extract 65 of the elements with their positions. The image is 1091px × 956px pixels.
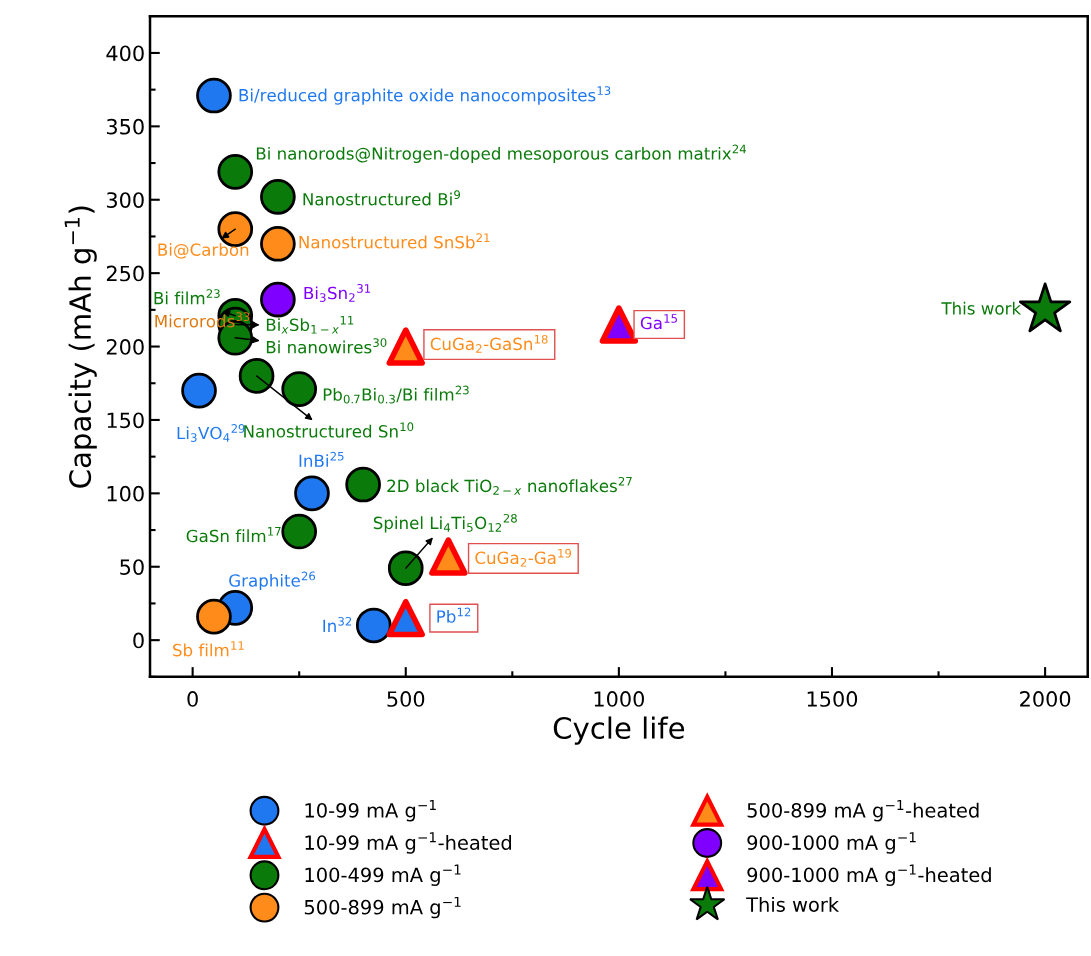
- legend-label: 500-899 mA g$^{−1}$-heated: [747, 800, 979, 822]
- y-tick-label: 50: [120, 559, 144, 575]
- annotation: Bi$_{3}$Sn$_{2}$$^{31}$: [304, 284, 371, 302]
- legend-label: 500-899 mA g$^{−1}$: [304, 896, 461, 919]
- annotation: CuGa$_{2}$-GaSn$^{18}$: [430, 334, 548, 353]
- annotation: Sb film$^{11}$: [173, 641, 244, 657]
- annotation: Pb$^{12}$: [437, 607, 471, 623]
- annotation: Nanostructured Sn$^{10}$: [244, 422, 414, 438]
- point: [386, 327, 425, 366]
- point: [196, 598, 232, 635]
- point: [386, 598, 425, 638]
- legend-label: 900-1000 mA g$^{−1}$: [747, 832, 916, 854]
- x-tick-label: 0: [187, 691, 198, 707]
- point: [260, 225, 296, 262]
- annotation: Ga$^{15}$: [640, 314, 677, 330]
- y-tick-label: 150: [107, 412, 144, 429]
- annotation: Bi$_{x}$Sb$_{1−x}$$^{11}$: [266, 315, 354, 334]
- y-tick-label: 350: [106, 118, 144, 135]
- point: [238, 358, 275, 394]
- annotation: Nanostructured SnSb$^{21}$: [299, 233, 490, 249]
- x-tick-label: 1500: [807, 691, 858, 707]
- legend-label: 10-99 mA g$^{−1}$: [305, 800, 436, 822]
- point: [355, 607, 392, 644]
- annotation: Bi nanowires$^{30}$: [266, 338, 387, 354]
- y-tick-label: 250: [106, 265, 144, 282]
- annotation: Spinel Li$_{4}$Ti$_{5}$O$_{12}$$^{28}$: [373, 513, 517, 533]
- annotation: This work: [941, 301, 1022, 315]
- annotation: Nanostructured Bi$^{9}$: [303, 190, 461, 206]
- annotation: Bi@Carbon: [158, 243, 249, 259]
- annotation: In$^{32}$: [323, 616, 352, 632]
- annotation: 2D black TiO$_{2−x}$ nanoflakes$^{27}$: [387, 476, 632, 495]
- annotation: Pb$_{0.7}$Bi$_{0.3}$/Bi film$^{23}$: [323, 385, 469, 404]
- annotation: Bi/reduced graphite oxide nanocomposites$^{13}$: [239, 86, 611, 105]
- x-tick-label: 500: [387, 691, 425, 707]
- x-tick-label: 2000: [1020, 691, 1071, 707]
- y-tick-label: 300: [106, 192, 144, 208]
- annotation: Bi nanorods@Nitrogen-doped mesoporous carbon matrix$^{24}$: [256, 144, 746, 164]
- y-tick-label: 0: [133, 632, 144, 649]
- point: [196, 77, 232, 114]
- point: [260, 281, 296, 318]
- point: [599, 305, 639, 344]
- point: [260, 178, 296, 215]
- point: [387, 550, 424, 587]
- point: [181, 372, 217, 409]
- annotation: InBi$^{25}$: [299, 451, 344, 467]
- y-axis-title: Capacity (mAh g$^{−1}$): [64, 206, 97, 488]
- legend-label: 10-99 mA g$^{−1}$-heated: [305, 832, 511, 854]
- legend-label: 100-499 mA g$^{−1}$: [305, 864, 461, 887]
- point: [429, 537, 468, 576]
- point: [217, 154, 254, 190]
- legend-label: This work: [746, 896, 840, 912]
- annotation: Bi film$^{23}$: [154, 289, 220, 305]
- x-axis-title: Cycle life: [553, 716, 685, 745]
- annotation: CuGa$_{2}$-Ga$^{19}$: [475, 548, 572, 567]
- point: [345, 466, 381, 503]
- y-tick-label: 400: [106, 45, 144, 62]
- x-tick-label: 1000: [594, 691, 644, 707]
- annotation: GaSn film$^{17}$: [186, 527, 281, 543]
- y-tick-label: 100: [107, 485, 144, 502]
- point: [294, 475, 330, 512]
- annotation: Li$_{3}$VO$_{4}$$^{29}$: [177, 424, 245, 442]
- legend-label: 900-1000 mA g$^{−1}$-heated: [747, 864, 991, 887]
- annotation: Graphite$^{26}$: [229, 571, 316, 591]
- y-tick-label: 200: [106, 339, 144, 355]
- point: [281, 513, 318, 550]
